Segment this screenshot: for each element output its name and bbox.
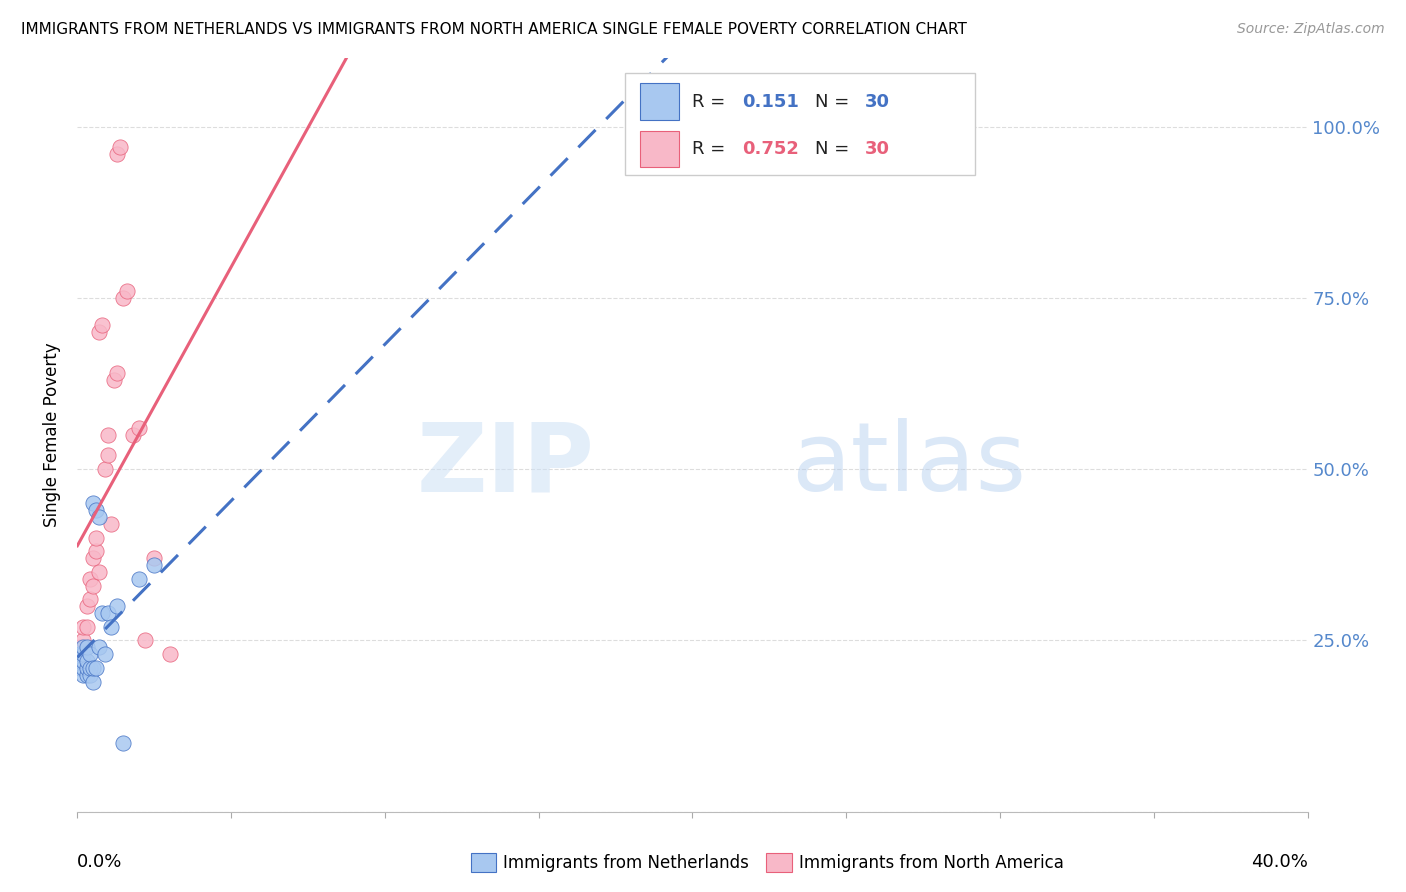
Point	[72, 633, 94, 648]
Point	[79, 661, 101, 675]
Point	[76, 599, 98, 614]
Point	[103, 373, 125, 387]
Point	[82, 674, 104, 689]
Point	[69, 640, 91, 655]
Point	[94, 647, 117, 661]
Point	[79, 647, 101, 661]
Point	[87, 510, 110, 524]
Point	[82, 551, 104, 566]
Point	[87, 640, 110, 655]
Point	[94, 462, 117, 476]
Point	[143, 551, 166, 566]
Point	[128, 572, 150, 586]
Point	[115, 284, 138, 298]
Point	[159, 647, 181, 661]
Point	[72, 654, 94, 668]
Text: 30: 30	[865, 93, 890, 111]
Point	[128, 421, 150, 435]
Point	[143, 558, 166, 572]
Point	[69, 654, 91, 668]
Point	[97, 449, 120, 463]
Point	[112, 291, 135, 305]
Bar	[640, 131, 679, 168]
Text: IMMIGRANTS FROM NETHERLANDS VS IMMIGRANTS FROM NORTH AMERICA SINGLE FEMALE POVER: IMMIGRANTS FROM NETHERLANDS VS IMMIGRANT…	[21, 22, 967, 37]
Text: atlas: atlas	[792, 418, 1026, 511]
Text: N =: N =	[815, 93, 855, 111]
Point	[79, 592, 101, 607]
Point	[121, 427, 143, 442]
Point	[112, 736, 135, 750]
Point	[76, 654, 98, 668]
Point	[72, 640, 94, 655]
Point	[76, 661, 98, 675]
Text: Source: ZipAtlas.com: Source: ZipAtlas.com	[1237, 22, 1385, 37]
Y-axis label: Single Female Poverty: Single Female Poverty	[44, 343, 62, 527]
Point	[76, 667, 98, 681]
Point	[82, 661, 104, 675]
FancyBboxPatch shape	[624, 73, 976, 175]
Point	[69, 654, 91, 668]
Text: 0.0%: 0.0%	[77, 853, 122, 871]
Point	[69, 661, 91, 675]
Text: 0.752: 0.752	[742, 140, 799, 159]
Point	[87, 565, 110, 579]
Text: R =: R =	[693, 93, 731, 111]
Point	[84, 531, 107, 545]
Point	[82, 496, 104, 510]
Point	[105, 366, 128, 380]
Point	[100, 620, 122, 634]
Point	[72, 667, 94, 681]
Point	[110, 140, 132, 154]
Point	[97, 427, 120, 442]
Point	[79, 667, 101, 681]
Text: 30: 30	[865, 140, 890, 159]
Point	[72, 661, 94, 675]
Point	[76, 640, 98, 655]
Point	[105, 147, 128, 161]
Point	[84, 503, 107, 517]
Bar	[640, 84, 679, 120]
Point	[100, 516, 122, 531]
Text: Immigrants from North America: Immigrants from North America	[799, 854, 1063, 871]
Point	[72, 647, 94, 661]
Point	[90, 606, 114, 620]
Text: N =: N =	[815, 140, 855, 159]
Point	[84, 661, 107, 675]
Point	[87, 325, 110, 339]
Point	[69, 647, 91, 661]
Text: Immigrants from Netherlands: Immigrants from Netherlands	[503, 854, 749, 871]
Point	[97, 606, 120, 620]
Text: R =: R =	[693, 140, 731, 159]
Text: 40.0%: 40.0%	[1251, 853, 1308, 871]
Point	[134, 633, 156, 648]
Point	[90, 318, 114, 333]
Point	[72, 620, 94, 634]
Point	[105, 599, 128, 614]
Text: ZIP: ZIP	[416, 418, 595, 511]
Point	[84, 544, 107, 558]
Point	[79, 572, 101, 586]
Text: 0.151: 0.151	[742, 93, 799, 111]
Point	[82, 578, 104, 592]
Point	[76, 620, 98, 634]
